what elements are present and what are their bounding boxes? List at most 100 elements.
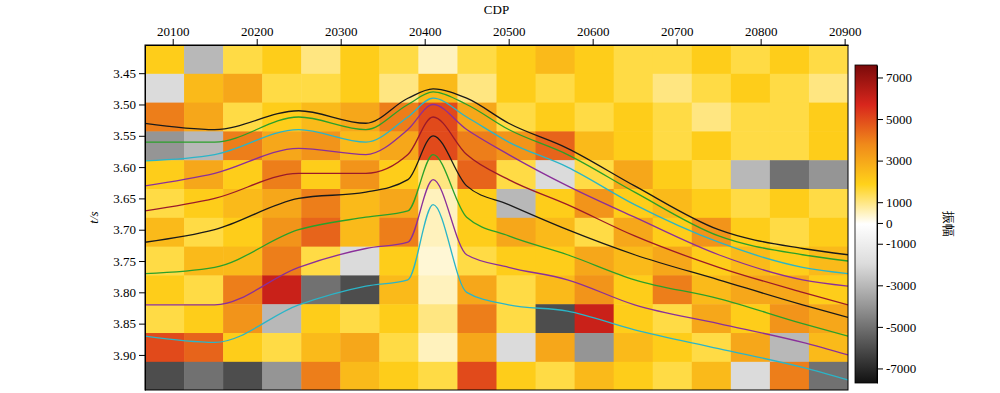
colorbar-tick-mark [877, 244, 883, 245]
y-tick-mark [139, 198, 145, 199]
amplitude-cell [301, 189, 341, 218]
colorbar-tick-mark [877, 285, 883, 286]
x-tick-mark [845, 39, 846, 45]
amplitude-cell [457, 45, 497, 74]
amplitude-cell [301, 362, 341, 390]
horizon [145, 104, 848, 286]
colorbar-tick-label: -3000 [886, 278, 916, 293]
amplitude-cell [614, 362, 654, 390]
y-tick-mark [139, 104, 145, 105]
amplitude-cell [301, 333, 341, 362]
y-tick-mark [139, 324, 145, 325]
amplitude-cell [379, 74, 419, 103]
amplitude-cell [536, 333, 576, 362]
y-tick-label: 3.50 [113, 97, 136, 112]
amplitude-cell [262, 304, 302, 333]
x-tick: 20700 [661, 24, 694, 45]
amplitude-cell [731, 131, 771, 160]
amplitude-cell [770, 103, 810, 132]
amplitude-cell [262, 45, 302, 74]
x-tick-mark [425, 39, 426, 45]
amplitude-cell [575, 333, 615, 362]
amplitude-cell [536, 45, 576, 74]
y-tick-label: 3.75 [113, 254, 136, 269]
amplitude-cell [223, 160, 263, 189]
amplitude-cell [770, 131, 810, 160]
y-axis-title: t/s [86, 211, 101, 223]
x-tick: 20900 [829, 24, 862, 45]
amplitude-cell [497, 160, 537, 189]
amplitude-cell [379, 333, 419, 362]
amplitude-cell [223, 362, 263, 390]
colorbar-tick-mark [877, 161, 883, 162]
amplitude-cell [301, 247, 341, 276]
amplitude-cell [575, 218, 615, 247]
amplitude-cell [653, 304, 693, 333]
amplitude-cell [653, 45, 693, 74]
y-tick-mark [139, 355, 145, 356]
amplitude-cell [418, 275, 458, 304]
colorbar-tick-label: -1000 [886, 236, 916, 251]
amplitude-cell [457, 304, 497, 333]
colorbar-axis-line [877, 66, 878, 384]
amplitude-cell [457, 160, 497, 189]
amplitude-cell [770, 189, 810, 218]
colorbar-tick-label: 7000 [886, 70, 912, 85]
amplitude-cell [497, 45, 537, 74]
amplitude-cell [223, 45, 263, 74]
amplitude-cell [457, 218, 497, 247]
amplitude-cell [145, 189, 185, 218]
y-tick: 3.55 [113, 128, 145, 143]
amplitude-cell [301, 304, 341, 333]
amplitude-cell [497, 275, 537, 304]
colorbar-tick-label: -7000 [886, 361, 916, 376]
amplitude-cell [379, 362, 419, 390]
x-tick-label: 20300 [325, 24, 358, 39]
amplitude-cell [653, 103, 693, 132]
amplitude-cell [379, 103, 419, 132]
amplitude-cell [418, 247, 458, 276]
y-tick-mark [139, 73, 145, 74]
colorbar-tick-mark [877, 119, 883, 120]
x-tick-label: 20200 [241, 24, 274, 39]
y-tick-label: 3.45 [113, 66, 136, 81]
colorbar-tick-label: -5000 [886, 320, 916, 335]
plot-frame [145, 45, 848, 390]
y-tick: 3.90 [113, 348, 145, 363]
y-axis: 3.453.503.553.603.653.703.753.803.853.90 [113, 46, 145, 391]
amplitude-cell [692, 160, 732, 189]
amplitude-cell [262, 74, 302, 103]
horizon [145, 155, 848, 337]
y-tick-label: 3.80 [113, 285, 136, 300]
amplitude-cell [692, 189, 732, 218]
colorbar-tick: 7000 [877, 70, 912, 85]
amplitude-cell [809, 218, 848, 247]
amplitude-cell [262, 247, 302, 276]
amplitude-cell [614, 45, 654, 74]
amplitude-cell [340, 247, 380, 276]
y-tick-mark [139, 230, 145, 231]
amplitude-cell [340, 74, 380, 103]
amplitude-cell [653, 362, 693, 390]
amplitude-cell [809, 131, 848, 160]
amplitude-cell [301, 160, 341, 189]
amplitude-cell [223, 304, 263, 333]
y-tick: 3.45 [113, 66, 145, 81]
amplitude-cell [770, 45, 810, 74]
x-tick-mark [173, 39, 174, 45]
amplitude-cell [770, 362, 810, 390]
y-tick-label: 3.65 [113, 191, 136, 206]
amplitude-cell [692, 362, 732, 390]
amplitude-cell [653, 74, 693, 103]
amplitude-cell [731, 74, 771, 103]
colorbar-tick-mark [877, 368, 883, 369]
amplitude-cell [262, 218, 302, 247]
amplitude-cell [223, 247, 263, 276]
x-tick-label: 20100 [157, 24, 190, 39]
amplitude-cell [223, 218, 263, 247]
amplitude-cell [184, 45, 224, 74]
colorbar-tick: 5000 [877, 112, 912, 127]
amplitude-cell [731, 160, 771, 189]
amplitude-cell [692, 74, 732, 103]
x-tick: 20300 [325, 24, 358, 45]
